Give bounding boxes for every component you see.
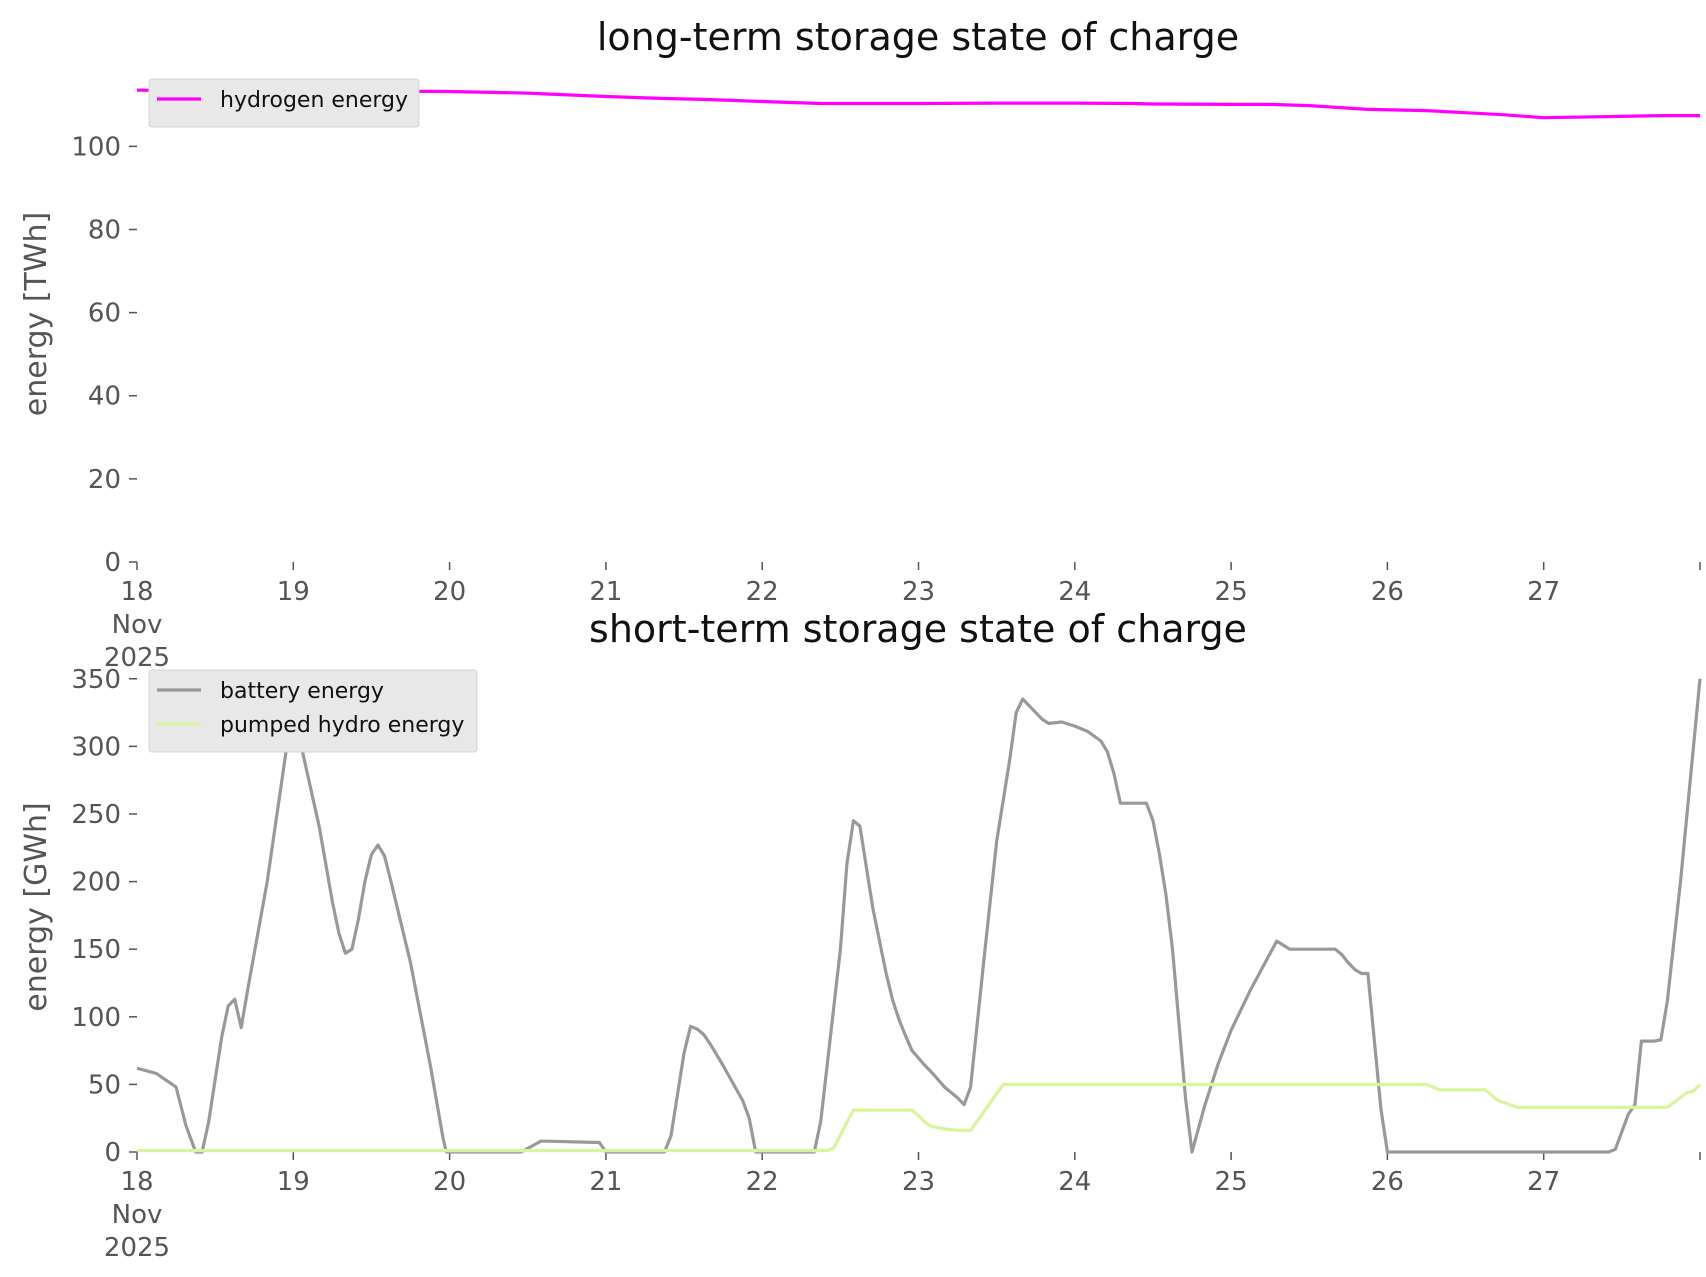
y-tick-label: 80 bbox=[88, 215, 121, 245]
x-tick-label: 21 bbox=[589, 1167, 622, 1197]
x-tick-label: Nov bbox=[112, 610, 163, 640]
y-tick-label: 0 bbox=[104, 1138, 121, 1168]
y-tick-label: 60 bbox=[88, 299, 121, 329]
x-tick-label: 23 bbox=[902, 577, 935, 607]
y-axis-label: energy [GWh] bbox=[19, 802, 54, 1011]
x-tick-label: 18 bbox=[120, 577, 153, 607]
short-term-storage-panel: short-term storage state of charge energ… bbox=[19, 607, 1702, 1263]
y-tick-label: 100 bbox=[71, 132, 121, 162]
long-term-storage-panel: long-term storage state of charge energy… bbox=[19, 15, 1701, 673]
x-tick-label: 25 bbox=[1215, 1167, 1248, 1197]
y-ticks: 0 50 100 150 200 250 300 350 bbox=[71, 665, 137, 1168]
legend-label: hydrogen energy bbox=[220, 88, 408, 113]
legend: battery energy pumped hydro energy bbox=[148, 669, 478, 753]
x-tick-label: 24 bbox=[1058, 1167, 1091, 1197]
y-axis-label: energy [TWh] bbox=[19, 212, 54, 416]
y-tick-label: 0 bbox=[104, 548, 121, 578]
x-tick-label: 19 bbox=[277, 577, 310, 607]
x-tick-label: 26 bbox=[1371, 577, 1404, 607]
series-lines bbox=[136, 678, 1702, 1154]
chart-title: short-term storage state of charge bbox=[589, 607, 1247, 651]
x-tick-label: 27 bbox=[1527, 1167, 1560, 1197]
legend: hydrogen energy bbox=[148, 78, 420, 128]
series-line bbox=[136, 88, 1700, 120]
series-line bbox=[136, 678, 1702, 1154]
y-tick-label: 300 bbox=[71, 732, 121, 762]
x-tick-label: 18 bbox=[120, 1167, 153, 1197]
series-lines bbox=[136, 88, 1700, 120]
x-tick-label: 27 bbox=[1527, 577, 1560, 607]
x-tick-label: 20 bbox=[433, 577, 466, 607]
x-tick-label: 22 bbox=[746, 1167, 779, 1197]
y-tick-label: 250 bbox=[71, 800, 121, 830]
legend-label: pumped hydro energy bbox=[220, 713, 464, 738]
legend-box bbox=[148, 669, 478, 753]
y-tick-label: 350 bbox=[71, 665, 121, 695]
x-tick-label: 2025 bbox=[104, 643, 170, 673]
legend-box bbox=[148, 78, 420, 128]
y-tick-label: 100 bbox=[71, 1003, 121, 1033]
y-tick-label: 20 bbox=[88, 465, 121, 495]
x-tick-label: 26 bbox=[1371, 1167, 1404, 1197]
chart-title: long-term storage state of charge bbox=[597, 15, 1239, 59]
x-tick-label: 20 bbox=[433, 1167, 466, 1197]
legend-label: battery energy bbox=[220, 679, 384, 704]
series-line bbox=[137, 1082, 1702, 1153]
x-tick-label: Nov bbox=[112, 1200, 163, 1230]
x-tick-label: 23 bbox=[902, 1167, 935, 1197]
x-tick-label: 19 bbox=[277, 1167, 310, 1197]
y-tick-label: 150 bbox=[71, 935, 121, 965]
y-ticks: 0 20 40 60 80 100 bbox=[71, 132, 137, 578]
x-tick-label: 22 bbox=[746, 577, 779, 607]
x-tick-label: 2025 bbox=[104, 1233, 170, 1263]
x-tick-label: 25 bbox=[1215, 577, 1248, 607]
y-tick-label: 50 bbox=[88, 1070, 121, 1100]
y-tick-label: 40 bbox=[88, 382, 121, 412]
y-tick-label: 200 bbox=[71, 868, 121, 898]
x-tick-label: 24 bbox=[1058, 577, 1091, 607]
x-tick-label: 21 bbox=[589, 577, 622, 607]
